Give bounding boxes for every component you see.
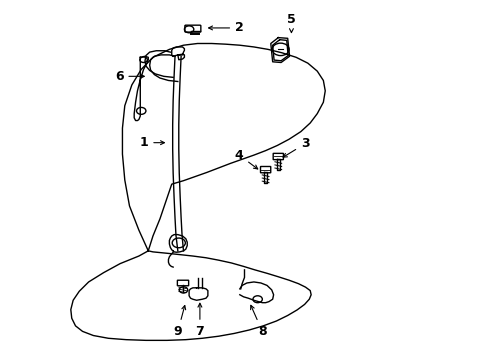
Text: 7: 7 bbox=[195, 303, 204, 338]
Text: 6: 6 bbox=[115, 70, 144, 83]
Text: 8: 8 bbox=[250, 305, 266, 338]
Text: 2: 2 bbox=[208, 22, 244, 35]
Text: 1: 1 bbox=[139, 136, 164, 149]
Text: 3: 3 bbox=[283, 137, 309, 157]
Text: 9: 9 bbox=[173, 306, 185, 338]
Text: 5: 5 bbox=[286, 13, 295, 32]
Text: 4: 4 bbox=[234, 149, 257, 169]
